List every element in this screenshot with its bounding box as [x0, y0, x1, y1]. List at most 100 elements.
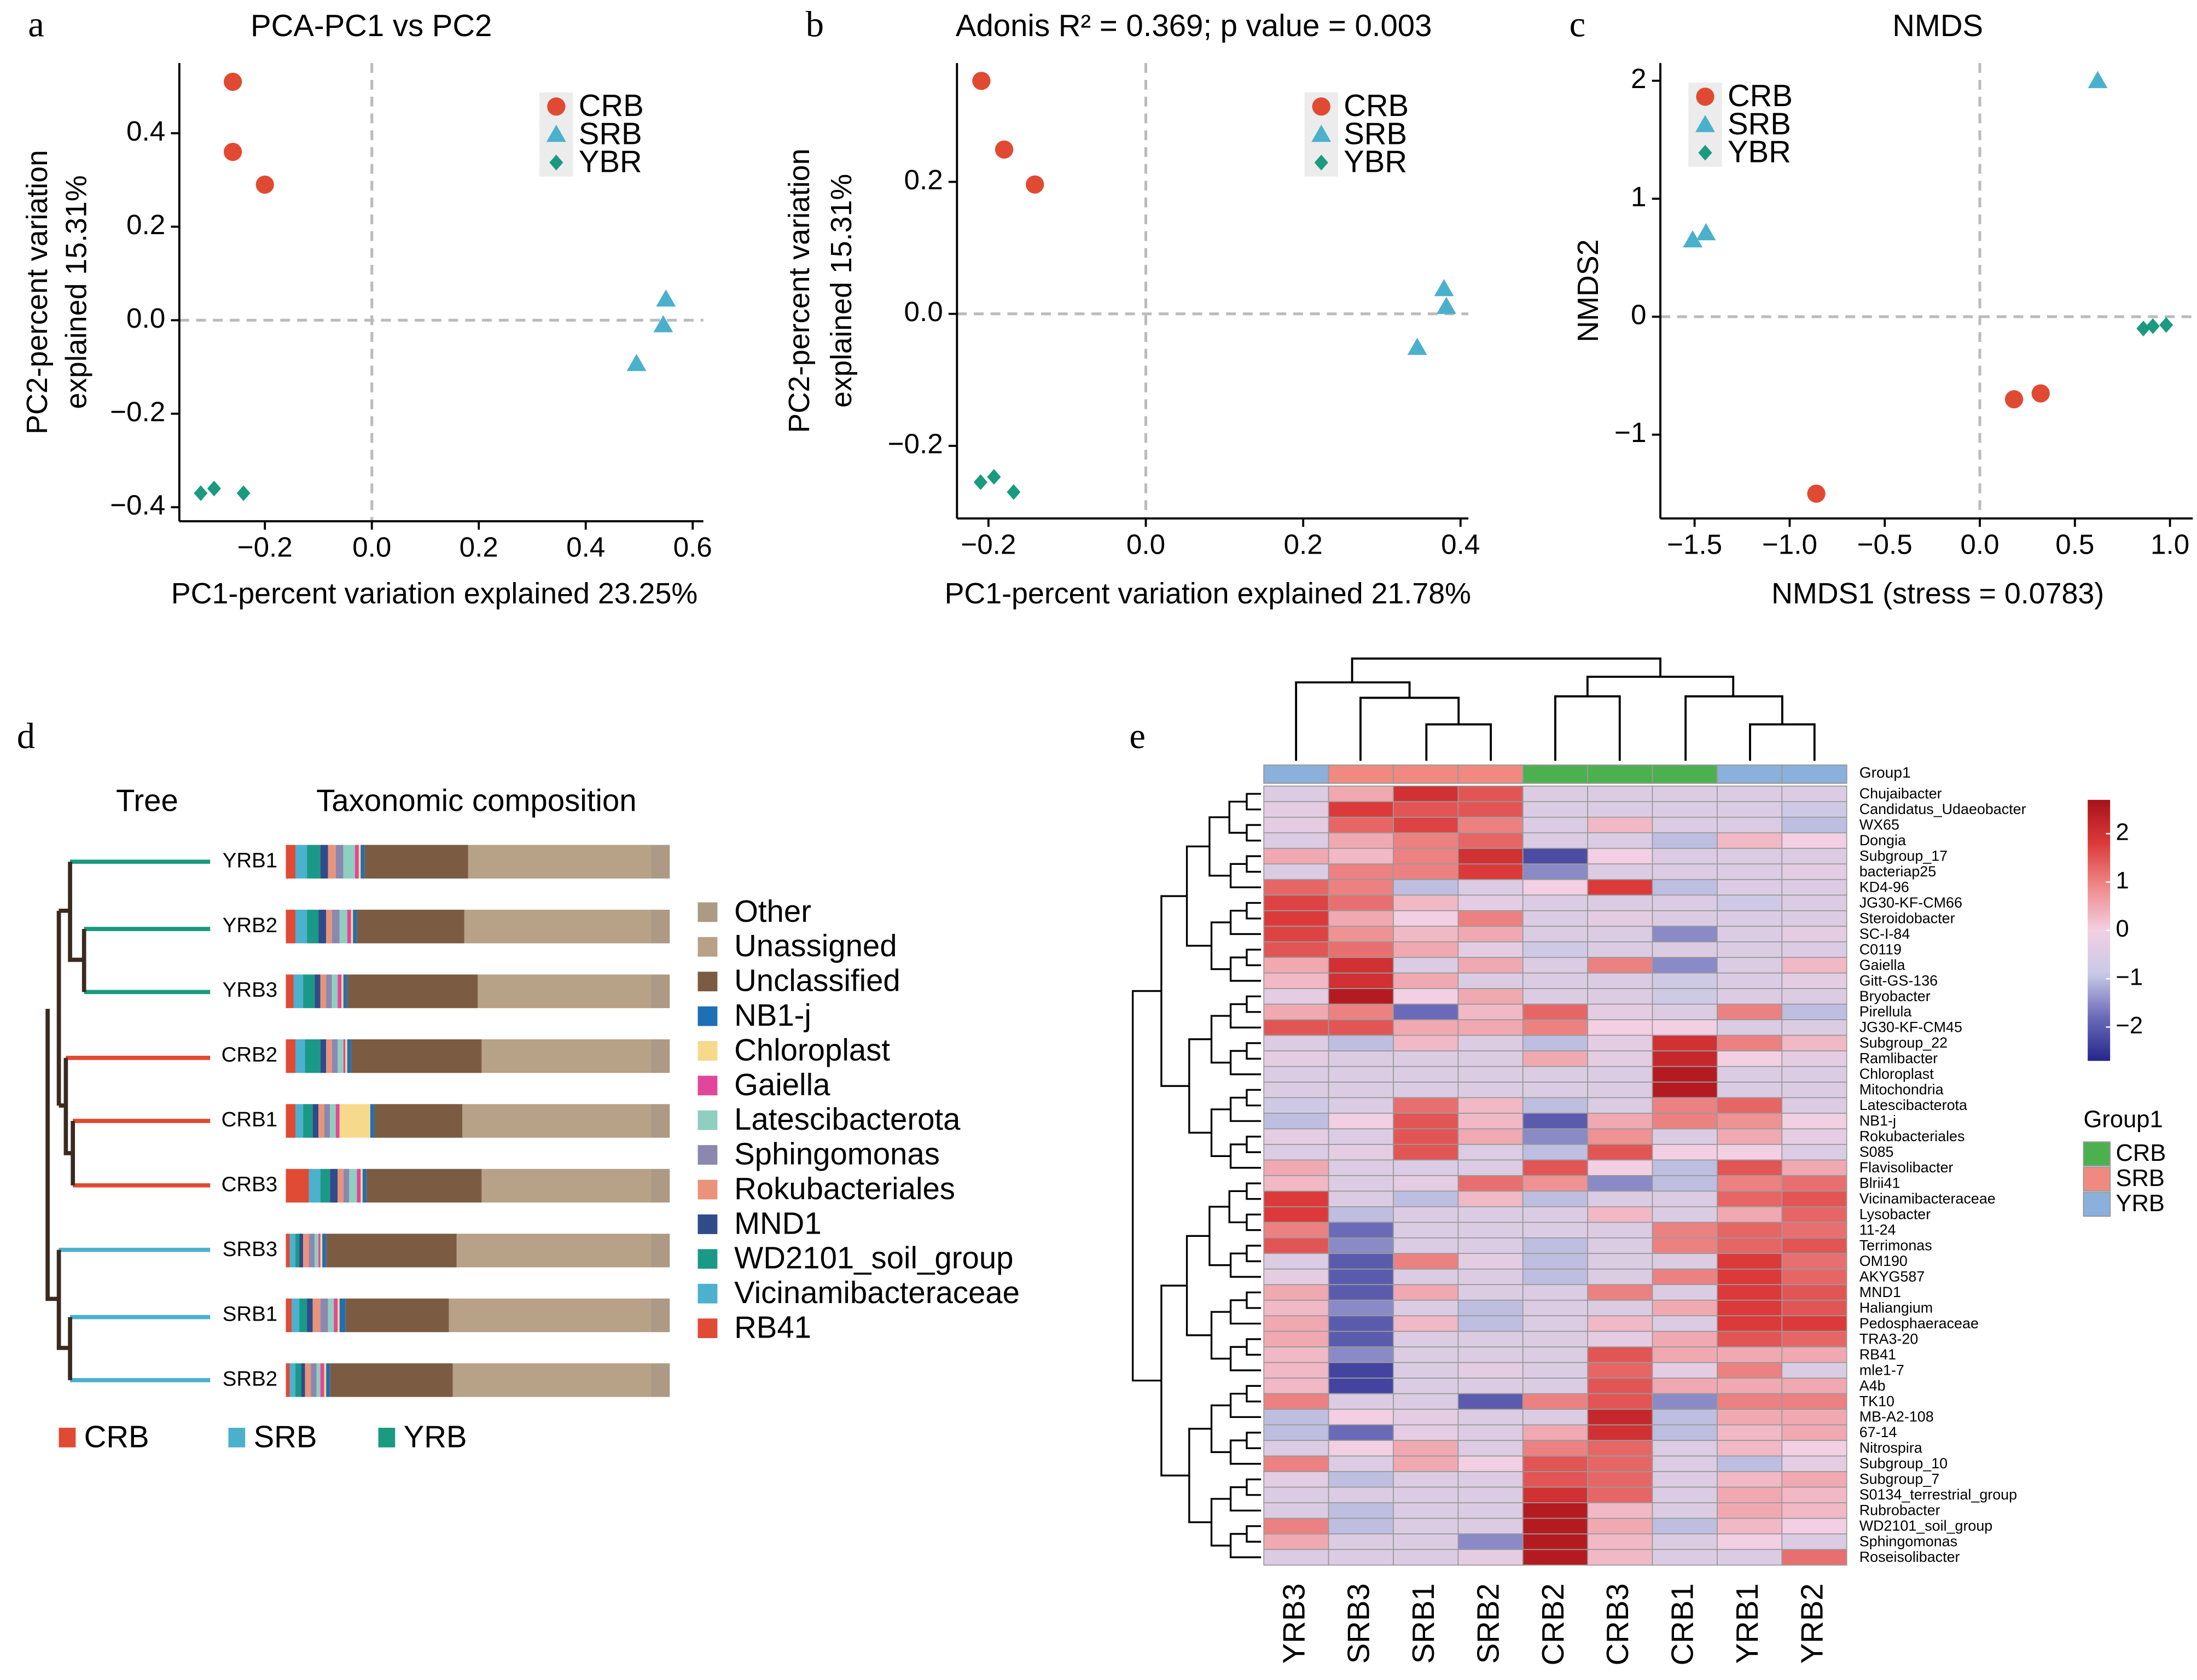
point — [1007, 484, 1021, 500]
heat-cell — [1522, 1003, 1589, 1021]
heat-cell — [1263, 847, 1329, 865]
heat-cell — [1652, 816, 1718, 834]
panel-letter: a — [28, 5, 44, 45]
heat-cell — [1522, 1034, 1589, 1051]
heat-cell — [1263, 1159, 1329, 1176]
heat-cell — [1652, 1346, 1718, 1363]
group-swatch — [2083, 1141, 2111, 1167]
heat-cell — [1781, 863, 1847, 880]
heat-cell — [1781, 847, 1847, 865]
heat-cell — [1781, 1393, 1847, 1410]
heat-cell — [1781, 1486, 1847, 1503]
group-swatch — [2083, 1191, 2111, 1217]
heat-cell — [1652, 1471, 1718, 1488]
row-label: Gaiella — [1859, 957, 1905, 973]
heat-cell — [1457, 816, 1524, 834]
bar-segment — [370, 1104, 374, 1138]
x-tick-label: 1.0 — [2150, 528, 2189, 560]
y-axis-label: PC2-percent variation — [783, 149, 816, 433]
heat-cell — [1457, 941, 1524, 958]
legend-label: YBR — [579, 144, 642, 179]
heat-cell — [1393, 1518, 1459, 1534]
heat-cell — [1781, 1159, 1847, 1176]
legend-swatch — [698, 1283, 718, 1304]
heat-cell — [1652, 1330, 1718, 1348]
x-axis-label: NMDS1 (stress = 0.0783) — [1771, 577, 2104, 610]
heat-cell — [1587, 1518, 1653, 1534]
heat-cell — [1263, 1066, 1329, 1083]
bar-segment — [286, 1104, 296, 1138]
heat-cell — [1457, 1424, 1524, 1441]
heat-cell — [1522, 1128, 1589, 1145]
heat-cell — [1781, 1222, 1847, 1239]
heat-cell — [1393, 879, 1459, 896]
heat-cell — [1522, 957, 1589, 974]
row-label: Rubrobacter — [1859, 1502, 1940, 1519]
heat-cell — [1328, 1346, 1394, 1363]
legend-swatch — [698, 937, 718, 957]
bar-segment — [326, 974, 332, 1008]
panel-letter: e — [1129, 717, 1146, 757]
heat-cell — [1522, 1253, 1589, 1270]
bar-segment — [286, 1298, 292, 1333]
bar-segment — [295, 845, 307, 879]
row-label: Flavisolibacter — [1859, 1159, 1954, 1176]
heat-cell — [1781, 1034, 1847, 1051]
column-label: YRB3 — [1276, 1583, 1311, 1664]
bar-segment — [354, 845, 359, 879]
heat-cell — [1263, 1019, 1329, 1036]
heat-cell — [1263, 926, 1329, 943]
heat-cell — [1717, 1486, 1783, 1503]
row-label: Sphingomonas — [1859, 1533, 1957, 1550]
bar-segment — [326, 1039, 332, 1073]
legend-marker — [1698, 144, 1712, 161]
point — [987, 469, 1001, 485]
heat-cell — [1522, 1393, 1589, 1410]
bar-segment — [320, 1298, 328, 1333]
row-label: Subgroup_22 — [1859, 1034, 1948, 1051]
heat-cell — [1717, 1050, 1783, 1067]
bar-segment — [305, 1039, 321, 1073]
heat-cell — [1781, 1144, 1847, 1161]
point — [656, 289, 676, 307]
heat-cell — [1328, 1486, 1394, 1503]
heat-cell — [1457, 1003, 1524, 1021]
tree-leaf — [70, 859, 211, 995]
heat-cell — [1522, 1440, 1589, 1457]
y-tick-label: 0.0 — [126, 303, 165, 334]
bar-segment — [295, 909, 307, 944]
heat-cell — [1328, 941, 1394, 958]
heat-cell — [1263, 1518, 1329, 1534]
sample-tree — [45, 859, 211, 1382]
heat-cell — [1781, 1128, 1847, 1145]
heat-cell — [1263, 1409, 1329, 1426]
heat-cell — [1328, 1113, 1394, 1130]
legend-label: RB41 — [734, 1310, 811, 1345]
heat-cell — [1263, 1486, 1329, 1503]
heat-cell — [1328, 1393, 1394, 1410]
heat-cell — [1652, 1066, 1718, 1083]
heat-cell — [1457, 863, 1524, 880]
point — [255, 175, 274, 194]
heat-cell — [1781, 1455, 1847, 1472]
heat-cell — [1393, 1549, 1459, 1566]
heat-cell — [1328, 1440, 1394, 1457]
heat-cell — [1587, 1019, 1653, 1036]
heat-cell — [1328, 1082, 1394, 1098]
heat-cell — [1522, 863, 1589, 880]
category-label: YRB2 — [223, 914, 277, 937]
heat-cell — [1587, 1346, 1653, 1363]
y-tick-label: 2 — [1631, 63, 1646, 94]
heat-cell — [1652, 941, 1718, 958]
heat-cell — [1652, 1518, 1718, 1534]
heat-cell — [1717, 1097, 1783, 1114]
bar-segment — [286, 1039, 296, 1073]
bar-segment — [374, 1104, 463, 1138]
heat-cell — [1263, 957, 1329, 974]
bar-segment — [307, 845, 321, 879]
row-label: TK10 — [1859, 1393, 1894, 1409]
column-label: CRB3 — [1600, 1583, 1635, 1665]
bar-segment — [318, 1104, 324, 1138]
heat-cell — [1652, 832, 1718, 849]
point — [2031, 384, 2050, 403]
